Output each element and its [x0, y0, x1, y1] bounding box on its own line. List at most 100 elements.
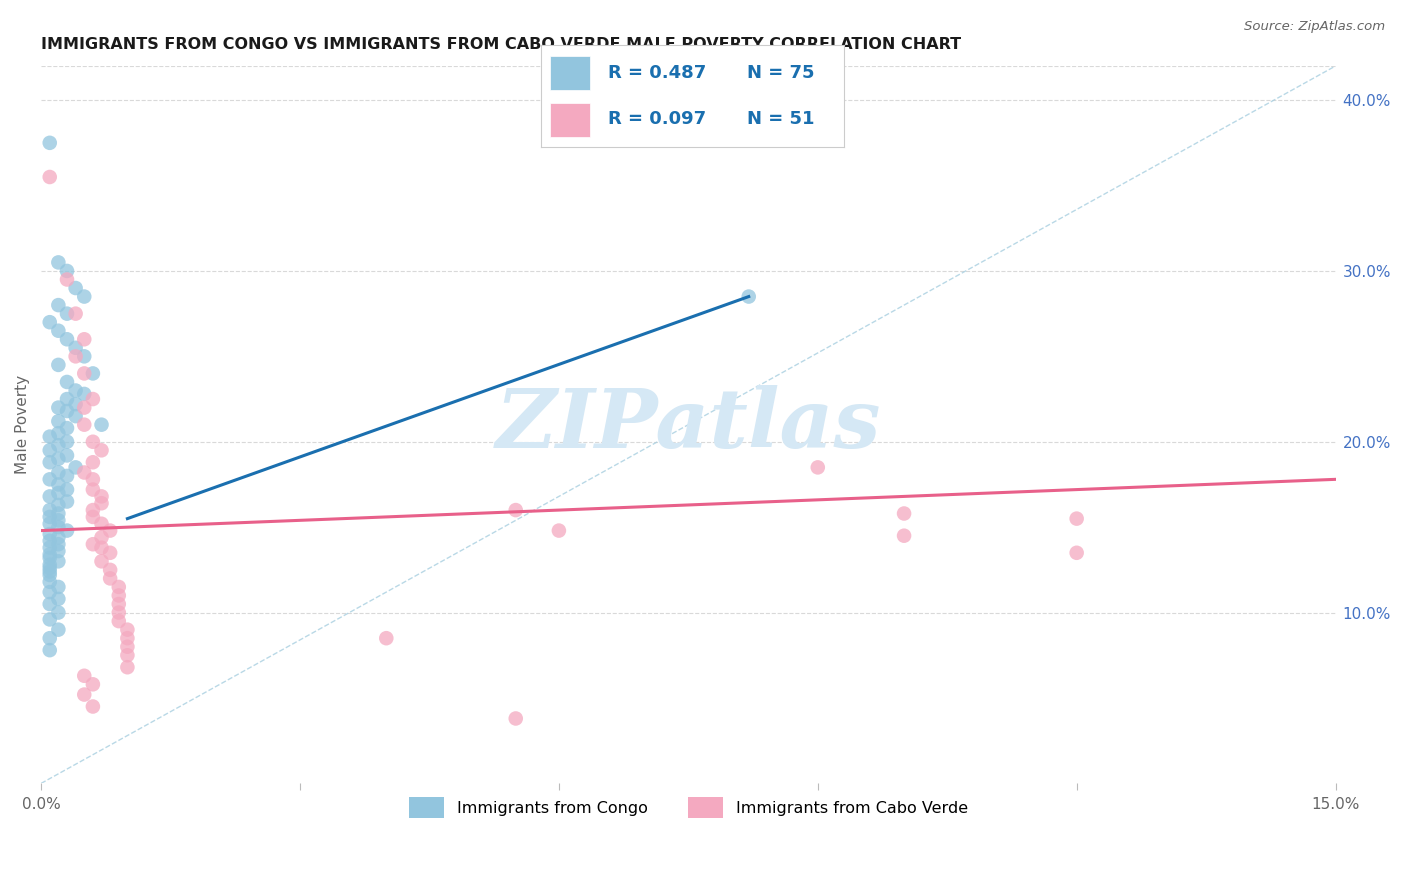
Point [65, 460, 87, 475]
Point [38, 643, 60, 657]
Point [107, 589, 129, 603]
Point [117, 640, 139, 654]
Text: N = 51: N = 51 [747, 110, 814, 128]
Point [48, 591, 70, 606]
Point [117, 623, 139, 637]
Point [56, 421, 79, 435]
Point [38, 527, 60, 541]
Point [38, 516, 60, 531]
Point [48, 466, 70, 480]
Point [48, 451, 70, 466]
Point [73, 349, 96, 363]
Point [48, 498, 70, 512]
Point [48, 606, 70, 620]
Point [505, 503, 527, 517]
Point [90, 490, 112, 504]
Point [73, 289, 96, 303]
Point [48, 530, 70, 544]
Point [56, 375, 79, 389]
Point [90, 541, 112, 555]
Point [1066, 546, 1088, 560]
Point [56, 264, 79, 278]
Point [807, 460, 830, 475]
Point [117, 631, 139, 645]
Point [56, 332, 79, 346]
Point [56, 434, 79, 449]
Point [56, 469, 79, 483]
Point [82, 455, 104, 469]
Point [38, 568, 60, 582]
Point [38, 510, 60, 524]
Point [56, 524, 79, 538]
Point [38, 585, 60, 599]
Point [73, 466, 96, 480]
Point [73, 387, 96, 401]
Point [82, 367, 104, 381]
Point [505, 711, 527, 725]
Point [48, 507, 70, 521]
Point [56, 272, 79, 286]
Point [38, 455, 60, 469]
Point [38, 550, 60, 565]
Point [48, 544, 70, 558]
Point [48, 255, 70, 269]
Text: R = 0.097: R = 0.097 [607, 110, 706, 128]
Point [38, 472, 60, 486]
Point [48, 298, 70, 312]
Point [1066, 511, 1088, 525]
Point [82, 483, 104, 497]
Point [48, 324, 70, 338]
Point [73, 669, 96, 683]
Point [48, 580, 70, 594]
Point [48, 520, 70, 534]
Point [82, 510, 104, 524]
FancyBboxPatch shape [550, 103, 589, 137]
Point [65, 384, 87, 398]
Point [48, 477, 70, 491]
Point [107, 597, 129, 611]
Point [73, 332, 96, 346]
Point [738, 289, 761, 303]
Point [73, 401, 96, 415]
Text: ZIPatlas: ZIPatlas [495, 384, 882, 465]
Point [38, 315, 60, 329]
Text: Source: ZipAtlas.com: Source: ZipAtlas.com [1244, 20, 1385, 33]
Text: R = 0.487: R = 0.487 [607, 64, 706, 82]
Point [38, 169, 60, 184]
Point [38, 561, 60, 575]
Text: IMMIGRANTS FROM CONGO VS IMMIGRANTS FROM CABO VERDE MALE POVERTY CORRELATION CHA: IMMIGRANTS FROM CONGO VS IMMIGRANTS FROM… [41, 37, 962, 53]
Point [56, 494, 79, 508]
Point [38, 631, 60, 645]
Point [65, 341, 87, 355]
FancyBboxPatch shape [550, 56, 589, 90]
Point [38, 503, 60, 517]
Point [48, 358, 70, 372]
Point [38, 548, 60, 562]
Point [48, 554, 70, 568]
Point [48, 513, 70, 527]
Point [98, 563, 121, 577]
Point [893, 507, 915, 521]
Point [48, 537, 70, 551]
Point [38, 541, 60, 555]
Point [38, 490, 60, 504]
Point [38, 612, 60, 626]
Point [117, 648, 139, 663]
Point [117, 660, 139, 674]
Point [82, 537, 104, 551]
Point [38, 597, 60, 611]
Point [375, 631, 398, 645]
Point [98, 524, 121, 538]
Point [38, 443, 60, 458]
Point [90, 417, 112, 432]
Point [82, 392, 104, 406]
Y-axis label: Male Poverty: Male Poverty [15, 376, 30, 475]
Point [90, 554, 112, 568]
Point [65, 397, 87, 411]
Point [48, 486, 70, 500]
Point [48, 438, 70, 452]
Point [56, 392, 79, 406]
Legend: Immigrants from Congo, Immigrants from Cabo Verde: Immigrants from Congo, Immigrants from C… [401, 789, 976, 826]
Point [38, 574, 60, 589]
Point [82, 677, 104, 691]
